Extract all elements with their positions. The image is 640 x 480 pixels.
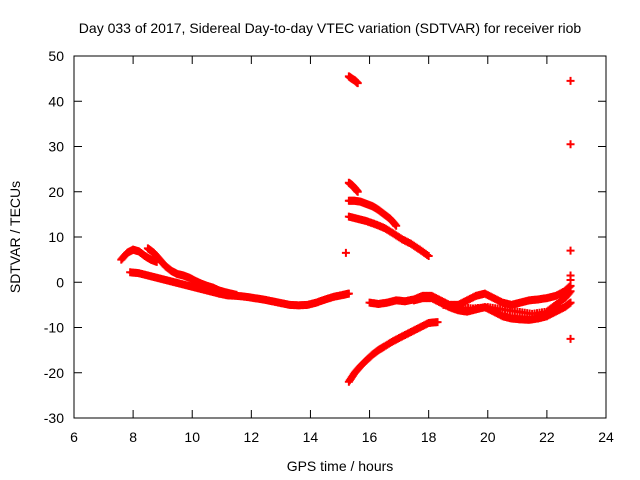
chart-title: Day 033 of 2017, Sidereal Day-to-day VTE… bbox=[79, 20, 582, 36]
data-point bbox=[566, 246, 575, 255]
data-point bbox=[423, 250, 432, 259]
series-arc-1 bbox=[117, 245, 161, 266]
x-tick-label: 22 bbox=[539, 429, 555, 445]
data-point bbox=[392, 221, 401, 230]
y-tick-label: 10 bbox=[48, 229, 64, 245]
x-axis-label: GPS time / hours bbox=[287, 458, 394, 474]
x-tick-label: 12 bbox=[244, 429, 260, 445]
data-point bbox=[353, 187, 362, 196]
x-tick-label: 24 bbox=[598, 429, 614, 445]
data-points bbox=[117, 72, 575, 386]
data-point bbox=[424, 252, 433, 261]
data-point bbox=[353, 79, 362, 88]
series-arc-11 bbox=[439, 287, 575, 318]
x-tick-label: 16 bbox=[362, 429, 378, 445]
data-point bbox=[341, 248, 350, 257]
y-tick-label: 30 bbox=[48, 139, 64, 155]
y-tick-label: -30 bbox=[44, 410, 64, 426]
x-tick-label: 14 bbox=[303, 429, 319, 445]
series-isolated-1 bbox=[341, 248, 350, 257]
data-point bbox=[433, 318, 442, 327]
data-point bbox=[566, 140, 575, 149]
series-arc-6 bbox=[344, 196, 401, 230]
x-tick-label: 20 bbox=[480, 429, 496, 445]
x-tick-label: 18 bbox=[421, 429, 437, 445]
data-point bbox=[566, 275, 575, 284]
data-point bbox=[566, 334, 575, 343]
plot-frame bbox=[73, 55, 607, 419]
x-tick-label: 10 bbox=[184, 429, 200, 445]
data-point bbox=[566, 287, 575, 296]
x-tick-label: 8 bbox=[129, 429, 137, 445]
x-tick-label: 6 bbox=[70, 429, 78, 445]
y-tick-label: 40 bbox=[48, 93, 64, 109]
data-point bbox=[344, 289, 353, 298]
y-tick-label: 50 bbox=[48, 48, 64, 64]
data-point bbox=[566, 298, 575, 307]
series-arc-4 bbox=[344, 72, 362, 88]
y-tick-label: 20 bbox=[48, 184, 64, 200]
y-axis-label: SDTVAR / TECUs bbox=[7, 181, 23, 293]
y-tick-label: -10 bbox=[44, 320, 64, 336]
data-point bbox=[566, 76, 575, 85]
series-arc-3 bbox=[126, 268, 353, 310]
y-tick-label: 0 bbox=[56, 274, 64, 290]
series-arc-8 bbox=[344, 318, 442, 386]
series-end-points bbox=[566, 76, 575, 343]
series-arc-5 bbox=[344, 178, 362, 196]
series-arc-7 bbox=[344, 212, 433, 261]
y-tick-label: -20 bbox=[44, 365, 64, 381]
axis-ticks: 6 8 10 12 14 16 18 20 22 24 -30 -20 -10 0 10 20 30 40 50 bbox=[44, 48, 614, 445]
